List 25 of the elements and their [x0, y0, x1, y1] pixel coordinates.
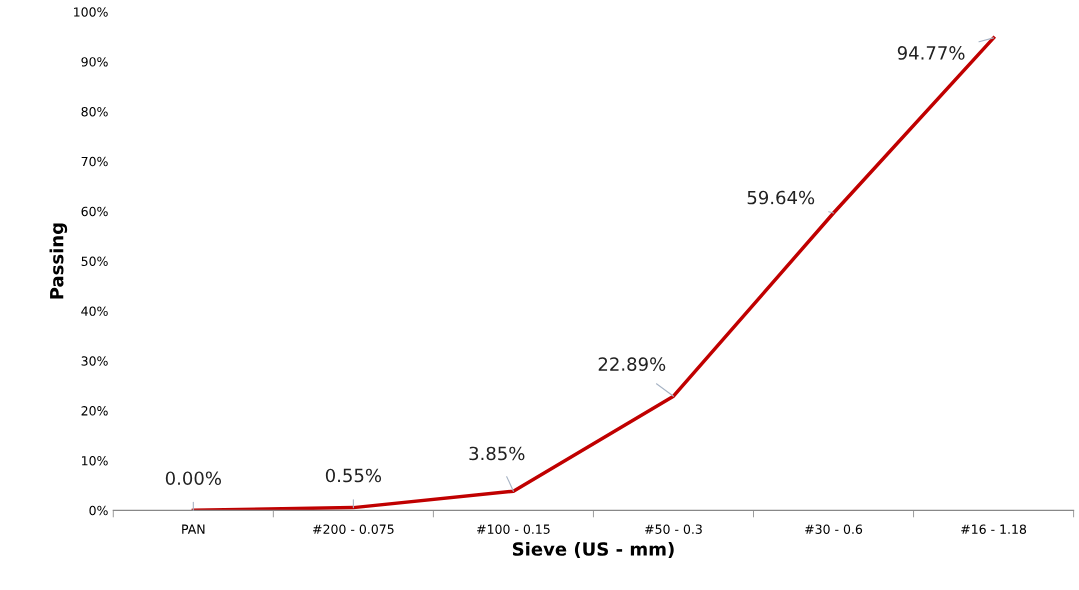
- x-tick-label: #200 - 0.075: [313, 524, 394, 534]
- y-tick-label: 20%: [81, 406, 108, 416]
- data-label: 59.64%: [747, 190, 815, 205]
- x-axis-title: Sieve (US - mm): [512, 541, 674, 558]
- data-label: 0.55%: [325, 468, 382, 483]
- y-tick-label: 10%: [82, 455, 108, 466]
- y-tick-label: 60%: [81, 206, 108, 217]
- y-tick-label: 30%: [81, 356, 108, 366]
- x-tick-label: #30 - 0.6: [805, 524, 863, 534]
- x-tick-label: #16 - 1.18: [961, 524, 1027, 534]
- y-tick-label: 40%: [81, 306, 108, 316]
- x-tick-label: #50 - 0.3: [645, 524, 702, 534]
- data-label: 0.00%: [165, 471, 221, 486]
- y-tick-label: 90%: [81, 57, 108, 67]
- x-tick-label: #100 - 0.15: [477, 524, 550, 534]
- y-tick-label: 80%: [81, 106, 108, 117]
- data-label: 22.89%: [598, 357, 666, 371]
- y-tick-label: 50%: [81, 256, 108, 266]
- y-tick-label: 100%: [74, 7, 108, 17]
- y-axis-title: Passing: [49, 223, 68, 299]
- data-label: 3.85%: [469, 446, 525, 461]
- x-tick-label: PAN: [182, 524, 205, 534]
- y-tick-label: 70%: [81, 156, 108, 167]
- y-tick-label: 0%: [89, 505, 108, 516]
- data-label: 94.77%: [897, 46, 965, 60]
